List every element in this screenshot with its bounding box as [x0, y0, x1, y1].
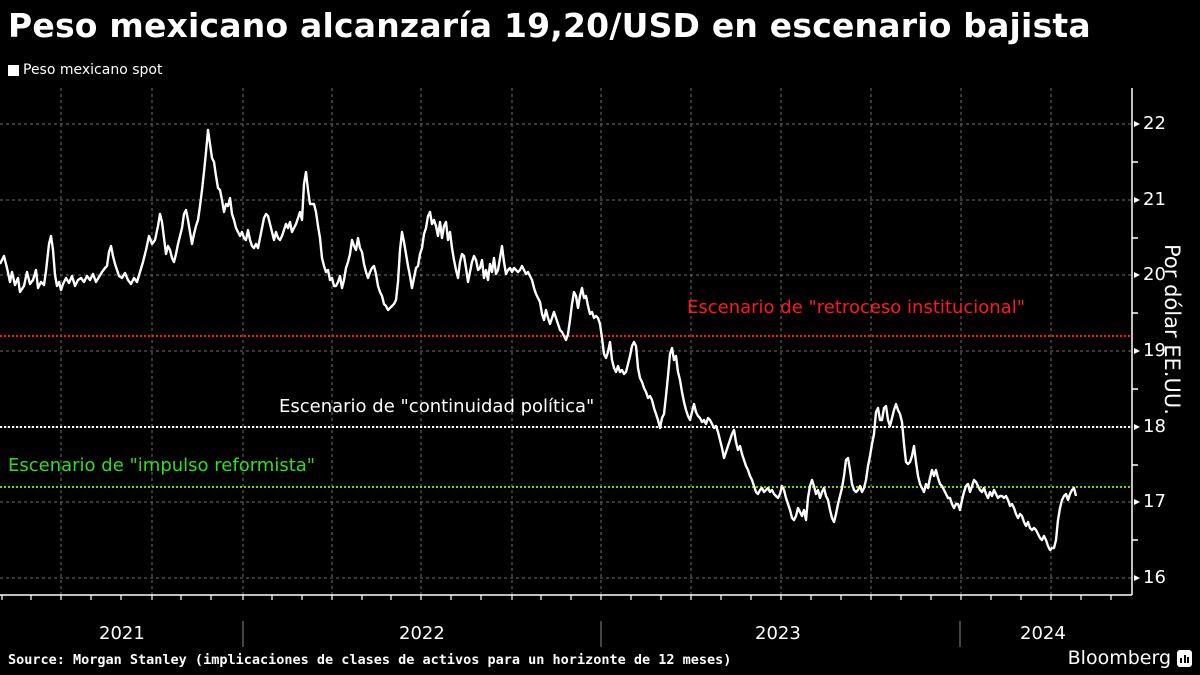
y-axis-minor-ticks	[1132, 161, 1138, 541]
chart-title: Peso mexicano alcanzaría 19,20/USD en es…	[8, 6, 1091, 45]
y-tick-16: 16	[1143, 567, 1166, 588]
x-year-2021: 2021	[99, 623, 145, 644]
y-axis-label: Por dólar EE.UU.	[1160, 244, 1184, 415]
y-tick-17: 17	[1143, 491, 1166, 512]
bull-scenario-label: Escenario de "impulso reformista"	[8, 455, 316, 476]
x-year-2022: 2022	[399, 623, 445, 644]
y-axis-major-ticks	[1134, 121, 1140, 581]
vertical-gridlines	[60, 88, 1052, 595]
base-scenario-label: Escenario de "continuidad política"	[279, 396, 595, 417]
legend-swatch-icon	[8, 64, 19, 76]
y-tick-19: 19	[1143, 340, 1166, 361]
y-tick-21: 21	[1143, 189, 1166, 210]
bloomberg-wordmark: Bloomberg	[1067, 647, 1171, 669]
bear-scenario-label: Escenario de "retroceso institucional"	[687, 297, 1025, 318]
x-axis-year-dividers	[242, 621, 961, 647]
series-line-peso-spot	[0, 128, 1078, 552]
y-tick-22: 22	[1143, 113, 1166, 134]
bloomberg-chart-icon	[1177, 649, 1192, 667]
x-year-2024: 2024	[1020, 623, 1066, 644]
y-tick-20: 20	[1143, 264, 1166, 285]
y-tick-18: 18	[1143, 416, 1166, 437]
source-note: Source: Morgan Stanley (implicaciones de…	[8, 652, 732, 668]
legend: Peso mexicano spot	[8, 62, 162, 78]
legend-label: Peso mexicano spot	[23, 62, 163, 78]
horizontal-gridlines	[0, 123, 1132, 579]
x-year-2023: 2023	[755, 623, 801, 644]
x-axis-month-ticks	[1, 595, 1112, 600]
bloomberg-brand: Bloomberg	[1068, 647, 1192, 669]
